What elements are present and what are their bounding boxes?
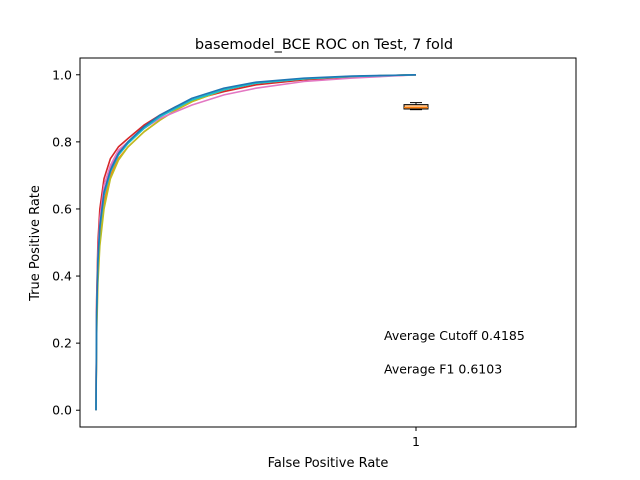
annotation-2: Average F1 0.6103 — [384, 361, 502, 376]
y-axis-ticks: 0.0 0.2 0.4 0.6 0.8 1.0 — [52, 67, 80, 418]
roc-curve-7 — [95, 73, 417, 411]
annotation-1: Average Cutoff 0.4185 — [384, 328, 525, 343]
x-axis-ticks: 1 — [412, 427, 420, 449]
annotations: Average Cutoff 0.4185 Average F1 0.6103 — [384, 328, 525, 377]
chart-title: basemodel_BCE ROC on Test, 7 fold — [195, 37, 453, 53]
y-tick-label: 0.4 — [52, 269, 72, 284]
box-iqr — [403, 104, 429, 110]
y-tick-label: 0.8 — [52, 134, 72, 149]
x-axis-label: False Positive Rate — [268, 456, 389, 471]
roc-curves — [95, 73, 417, 411]
y-tick-label: 0.6 — [52, 201, 72, 216]
y-tick-label: 0.2 — [52, 336, 72, 351]
plot-frame — [79, 57, 577, 428]
y-axis-label: True Positive Rate — [28, 185, 43, 302]
y-tick-label: 1.0 — [52, 67, 72, 82]
x-tick-label: 1 — [412, 434, 420, 449]
boxplot — [403, 102, 429, 111]
y-tick-label: 0.0 — [52, 403, 72, 418]
